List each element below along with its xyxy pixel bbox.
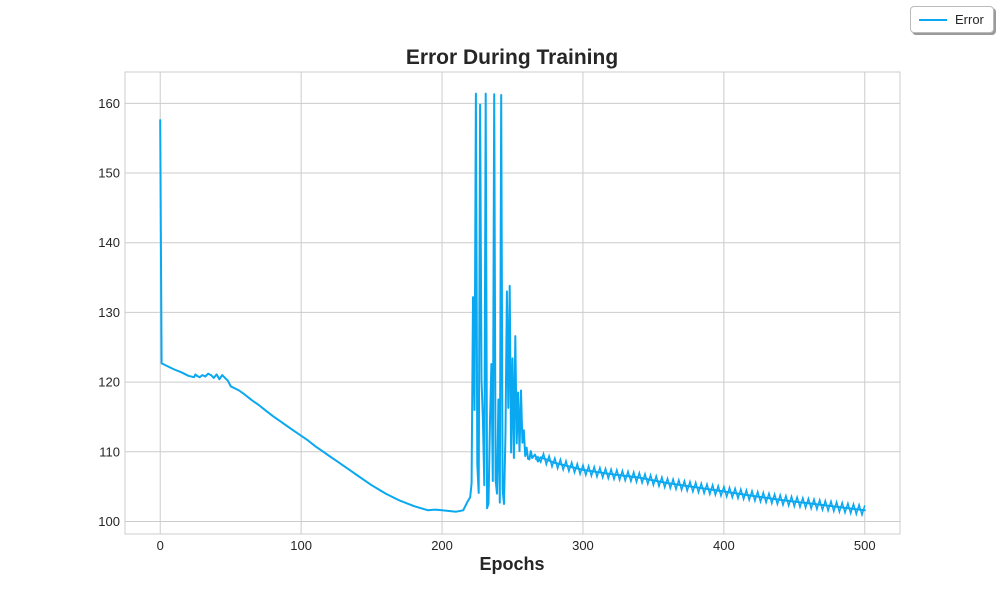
ticks: 0 100 200 300 400 500 100 110 120 130 140 150 160 [98, 96, 875, 553]
plot-background [125, 72, 900, 534]
x-tick-label: 400 [713, 538, 735, 553]
plot-frame [124, 71, 901, 535]
x-tick-label: 0 [157, 538, 164, 553]
y-tick-label: 110 [99, 444, 120, 459]
legend-label-error: Error [955, 12, 984, 27]
series-noise-error [534, 450, 866, 518]
y-tick-label: 130 [98, 305, 120, 320]
y-tick-label: 100 [98, 514, 120, 529]
legend-swatch-error [919, 18, 947, 21]
x-tick-label: 300 [572, 538, 594, 553]
y-tick-label: 160 [98, 96, 120, 111]
series [159, 92, 866, 518]
y-tick-label: 120 [98, 375, 120, 390]
series-line-error [159, 92, 866, 513]
legend: Error [910, 6, 994, 33]
y-tick-label: 140 [98, 235, 120, 250]
y-tick-label: 150 [98, 166, 120, 181]
x-tick-label: 500 [854, 538, 876, 553]
x-axis-label: Epochs [479, 554, 544, 574]
x-tick-label: 100 [290, 538, 312, 553]
x-tick-label: 200 [431, 538, 453, 553]
chart-title: Error During Training [406, 46, 618, 69]
